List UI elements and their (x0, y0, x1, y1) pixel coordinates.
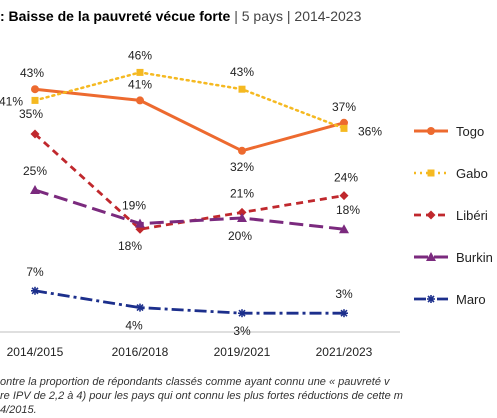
data-label-libri-3: 24% (334, 171, 358, 185)
series-line-togo (34, 87, 345, 153)
legend-item-gabo: Gabo (414, 166, 488, 181)
point-gabo-2 (238, 85, 246, 93)
point-libri-3 (339, 191, 349, 201)
point-maro-2 (238, 309, 246, 318)
note-line-1: ontre la proportion de répondants classé… (0, 376, 391, 388)
legend-label-togo: Togo (456, 124, 484, 139)
legend: Togo Gabo Libéri Burkin Maro (414, 124, 493, 307)
series-line-gabo (33, 71, 346, 130)
data-label-burkin-1: 19% (122, 199, 146, 213)
data-label-libri-1: 18% (118, 239, 142, 253)
data-label-maro-0: 7% (26, 265, 44, 279)
chart-title-scope: | 5 pays | 2014-2023 (230, 8, 361, 24)
data-label-gabo-3: 36% (358, 124, 382, 138)
data-label-togo-1: 41% (128, 77, 152, 91)
point-togo-0 (31, 85, 39, 94)
legend-label-gabo: Gabo (456, 166, 488, 181)
legend-marker-maro (427, 295, 435, 303)
series-maro: 7% 4% 3% 3% (26, 265, 353, 338)
data-label-burkin-0: 25% (23, 164, 47, 178)
legend-label-libri: Libéri (456, 208, 488, 223)
series-layer: 43% 41% 32% 37% 41% 46% 43% 36% 35% 18% 21% 24% 25% 1… (0, 48, 382, 338)
data-label-gabo-1: 46% (128, 48, 152, 62)
x-tick-2021-2023: 2021/2023 (316, 345, 373, 359)
data-label-gabo-2: 43% (230, 65, 254, 79)
legend-label-maro: Maro (456, 292, 486, 307)
data-label-gabo-0: 41% (0, 94, 23, 108)
note-line-2: re IPV de 2,2 à 4) pour les pays qui ont… (0, 390, 403, 402)
x-tick-labels: 2014/2015 2016/2018 2019/2021 2021/2023 (7, 345, 373, 359)
series-line-burkin (34, 188, 345, 231)
data-label-burkin-2: 20% (228, 229, 252, 243)
chart-title: : Baisse de la pauvreté vécue forte | 5 … (0, 8, 362, 24)
legend-marker-togo (427, 127, 435, 135)
point-maro-3 (340, 309, 348, 318)
series-gabo: 41% 46% 43% 36% (0, 48, 382, 138)
data-label-burkin-3: 18% (336, 203, 360, 217)
data-label-maro-3: 3% (335, 287, 353, 301)
point-burkin-2 (237, 213, 247, 222)
x-tick-2014-2015: 2014/2015 (7, 345, 64, 359)
point-togo-2 (238, 146, 246, 155)
legend-item-burkin: Burkin (414, 250, 493, 265)
series-line-libri (34, 132, 345, 231)
series-line-maro (34, 289, 344, 315)
legend-label-burkin: Burkin (456, 250, 493, 265)
series-burkin: 25% 19% 20% 18% (23, 164, 360, 243)
point-togo-1 (136, 96, 144, 105)
data-label-libri-0: 35% (19, 107, 43, 121)
point-gabo-3 (340, 124, 348, 132)
series-togo: 43% 41% 32% 37% (20, 66, 356, 174)
legend-item-maro: Maro (414, 292, 486, 307)
legend-item-libri: Libéri (414, 208, 488, 223)
point-gabo-0 (31, 96, 39, 104)
data-label-togo-2: 32% (230, 160, 254, 174)
legend-marker-libri (426, 210, 436, 220)
chart-title-main: : Baisse de la pauvreté vécue forte (0, 8, 231, 24)
data-label-maro-2: 3% (233, 324, 251, 338)
legend-marker-burkin (426, 252, 436, 261)
point-libri-2 (237, 207, 247, 217)
point-burkin-3 (339, 224, 349, 234)
x-tick-2016-2018: 2016/2018 (112, 345, 169, 359)
point-togo-3 (340, 118, 348, 127)
note-line-3: 4/2015. (0, 404, 37, 416)
data-label-maro-1: 4% (125, 319, 143, 333)
point-burkin-1 (135, 218, 145, 228)
x-tick-2019-2021: 2019/2021 (214, 345, 271, 359)
data-label-togo-0: 43% (20, 66, 44, 80)
data-label-togo-3: 37% (332, 100, 356, 114)
point-maro-0 (31, 286, 39, 295)
legend-marker-gabo (427, 169, 435, 177)
legend-item-togo: Togo (414, 124, 484, 139)
point-libri-0 (30, 129, 40, 139)
series-libri: 35% 18% 21% 24% (19, 107, 358, 253)
point-burkin-0 (30, 185, 40, 194)
data-label-libri-2: 21% (230, 186, 254, 200)
point-gabo-1 (136, 68, 144, 76)
point-maro-1 (136, 303, 144, 312)
